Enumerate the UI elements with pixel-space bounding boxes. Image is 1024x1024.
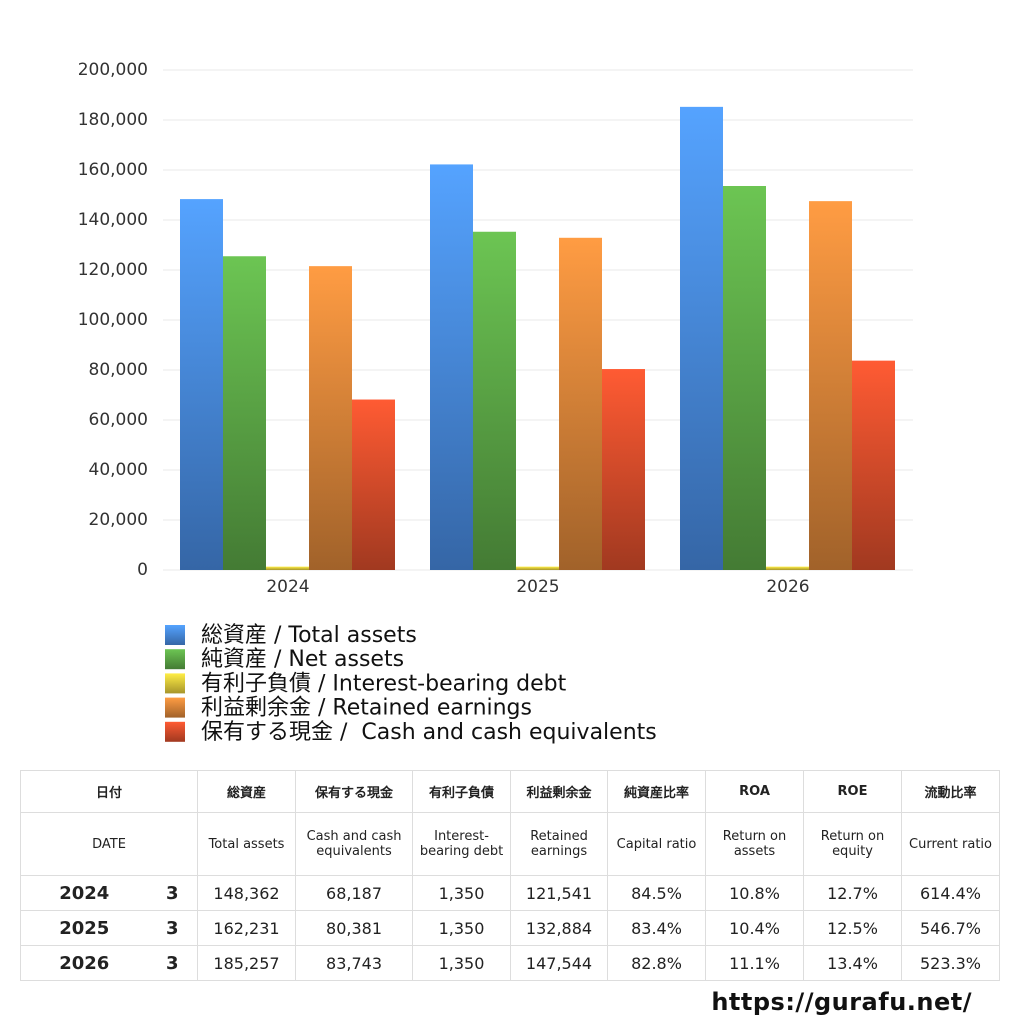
table-row: DATE Total assets Cash and cash equivalent… <box>19 812 1001 876</box>
table-cell: 1,350 <box>412 945 512 981</box>
header-cell: 純資産比率 <box>607 770 707 813</box>
header-cell: Interest-bearing debt <box>412 812 512 876</box>
header-cell: 有利子負債 <box>412 770 512 813</box>
table-row: 2026 3 185,257 83,743 1,350 147,544 82.8% 11.1%… <box>20 945 1001 981</box>
x-tick-label: 2026 <box>766 577 809 597</box>
x-tick-label: 2024 <box>266 577 309 597</box>
table-row: 日付 総資産 保有する現金 有利子負債 利益剰余金 純資産比率 ROA ROE 流動比率 <box>19 770 1001 813</box>
header-cell: Return on equity <box>803 812 903 876</box>
legend-label: 純資産 / Net assets <box>201 647 404 672</box>
header-cell: 日付 <box>19 770 199 813</box>
y-tick-label: 120,000 <box>78 260 148 280</box>
y-tick-label: 160,000 <box>78 160 148 180</box>
table-cell: 83.4% <box>607 910 707 946</box>
table-cell: 546.7% <box>901 910 1001 946</box>
table-cell: 83,743 <box>295 945 414 981</box>
table-cell: 3 <box>147 945 199 981</box>
bar <box>516 566 559 570</box>
table-cell: 2025 <box>20 910 148 946</box>
legend-label: 利益剰余金 / Retained earnings <box>201 696 532 721</box>
chart: 0 20,000 40,000 60,000 80,000 100,000 120,000 1… <box>78 60 913 745</box>
bar <box>809 201 852 570</box>
table-cell: 185,257 <box>197 945 297 981</box>
table-cell: 162,231 <box>197 910 297 946</box>
legend-swatch <box>165 721 185 742</box>
y-tick-label: 200,000 <box>78 60 148 80</box>
table-cell: 84.5% <box>607 875 707 911</box>
header-cell: DATE <box>19 812 199 876</box>
legend-swatch <box>165 697 185 718</box>
table-cell: 2026 <box>20 945 148 981</box>
table-cell: 1,350 <box>412 875 512 911</box>
table-cell: 132,884 <box>510 910 609 946</box>
legend-label: 保有する現金 / Cash and cash equivalents <box>201 720 657 745</box>
table-cell: 2024 <box>20 875 148 911</box>
table-cell: 13.4% <box>803 945 903 981</box>
table-cell: 10.8% <box>705 875 805 911</box>
table-row: 2025 3 162,231 80,381 1,350 132,884 83.4% 10.4%… <box>20 910 1001 946</box>
header-cell: 総資産 <box>197 770 297 813</box>
table-row: 2024 3 148,362 68,187 1,350 121,541 84.5% 10.8%… <box>20 875 1001 911</box>
y-tick-label: 20,000 <box>89 510 148 530</box>
bar <box>430 164 473 571</box>
legend-label: 有利子負債 / Interest-bearing debt <box>201 671 567 696</box>
table-cell: 147,544 <box>510 945 609 981</box>
header-cell: Retained earnings <box>510 812 609 876</box>
table-cell: 10.4% <box>705 910 805 946</box>
y-tick-label: 60,000 <box>89 410 148 430</box>
table-cell: 11.1% <box>705 945 805 981</box>
bar <box>266 566 309 570</box>
bar <box>766 566 809 570</box>
y-tick-label: 40,000 <box>89 460 148 480</box>
bar <box>852 360 895 570</box>
bar <box>723 186 766 570</box>
footer-url: https://gurafu.net/ <box>711 988 972 1016</box>
table-cell: 3 <box>147 875 199 911</box>
bar <box>680 106 723 571</box>
header-cell: 流動比率 <box>901 770 1001 813</box>
bar <box>559 237 602 571</box>
y-tick-label: 140,000 <box>78 210 148 230</box>
table-cell: 148,362 <box>197 875 297 911</box>
bar <box>309 266 352 570</box>
data-table: 日付 総資産 保有する現金 有利子負債 利益剰余金 純資産比率 ROA ROE 流動比率 DATE… <box>19 770 1001 981</box>
bar <box>602 369 645 570</box>
x-tick-label: 2025 <box>516 577 559 597</box>
table-cell: 82.8% <box>607 945 707 981</box>
table-cell: 68,187 <box>295 875 414 911</box>
legend-swatch <box>165 673 185 694</box>
header-cell: Total assets <box>197 812 297 876</box>
bar <box>352 399 395 570</box>
table-cell: 3 <box>147 910 199 946</box>
table-cell: 614.4% <box>901 875 1001 911</box>
table-cell: 12.5% <box>803 910 903 946</box>
y-tick-label: 100,000 <box>78 310 148 330</box>
header-cell: 利益剰余金 <box>510 770 609 813</box>
y-tick-label: 0 <box>137 560 148 580</box>
header-cell: Capital ratio <box>607 812 707 876</box>
bar <box>180 199 223 570</box>
header-cell: Return on assets <box>705 812 805 876</box>
table-cell: 80,381 <box>295 910 414 946</box>
y-tick-label: 180,000 <box>78 110 148 130</box>
header-cell: 保有する現金 <box>295 770 414 813</box>
legend-label: 総資産 / Total assets <box>201 623 417 648</box>
header-cell: Cash and cash equivalents <box>295 812 414 876</box>
header-cell: ROE <box>803 770 903 813</box>
bar <box>473 231 516 570</box>
header-cell: ROA <box>705 770 805 813</box>
table-cell: 1,350 <box>412 910 512 946</box>
legend-swatch <box>165 649 185 670</box>
y-tick-label: 80,000 <box>89 360 148 380</box>
table-cell: 523.3% <box>901 945 1001 981</box>
table-cell: 121,541 <box>510 875 609 911</box>
bar <box>223 256 266 570</box>
table-cell: 12.7% <box>803 875 903 911</box>
legend-swatch <box>165 625 185 645</box>
header-cell: Current ratio <box>901 812 1001 876</box>
